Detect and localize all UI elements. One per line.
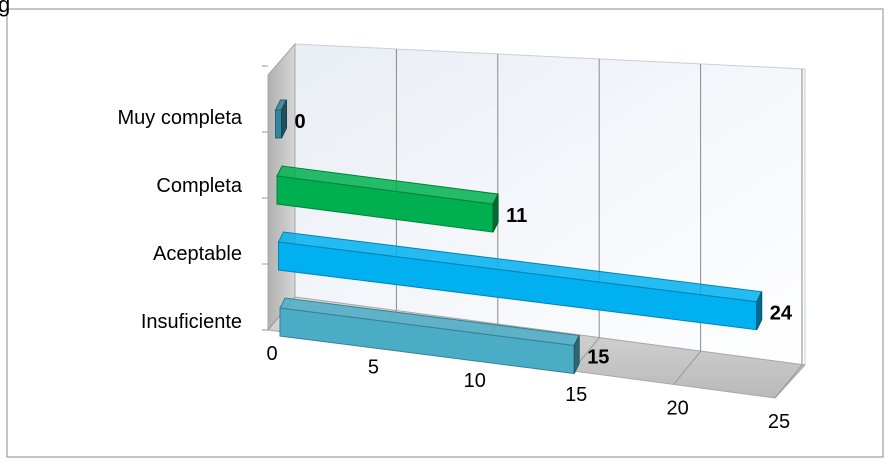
y-tick-label: Completa <box>156 175 242 197</box>
x-tick-label: 5 <box>368 357 379 379</box>
x-tick-label: 20 <box>666 397 688 419</box>
data-label: 24 <box>770 303 793 325</box>
floor-gridline <box>774 364 803 399</box>
bar-end-face <box>281 99 287 139</box>
partial-title-fragment: g <box>0 0 10 17</box>
bar-end-face <box>492 193 499 233</box>
data-label: 0 <box>295 111 306 133</box>
bar-end-face <box>573 335 580 374</box>
y-tick-label: Insuficiente <box>141 311 242 333</box>
data-label: 11 <box>506 205 527 227</box>
data-label: 15 <box>587 347 609 369</box>
x-tick-label: 0 <box>266 343 277 365</box>
bar-end-face <box>756 291 763 330</box>
floor-gridline <box>673 351 701 385</box>
y-tick-label: Muy completa <box>118 107 243 129</box>
bar <box>275 109 282 139</box>
plot-area: 0 5 10 15 20 25 15 Insuficiente 24 Aceptable 11 Com… <box>118 42 807 433</box>
x-tick-label: 10 <box>464 370 486 392</box>
x-tick-label: 15 <box>565 384 587 406</box>
x-tick-label: 25 <box>768 411 790 433</box>
y-tick-label: Aceptable <box>153 243 242 265</box>
